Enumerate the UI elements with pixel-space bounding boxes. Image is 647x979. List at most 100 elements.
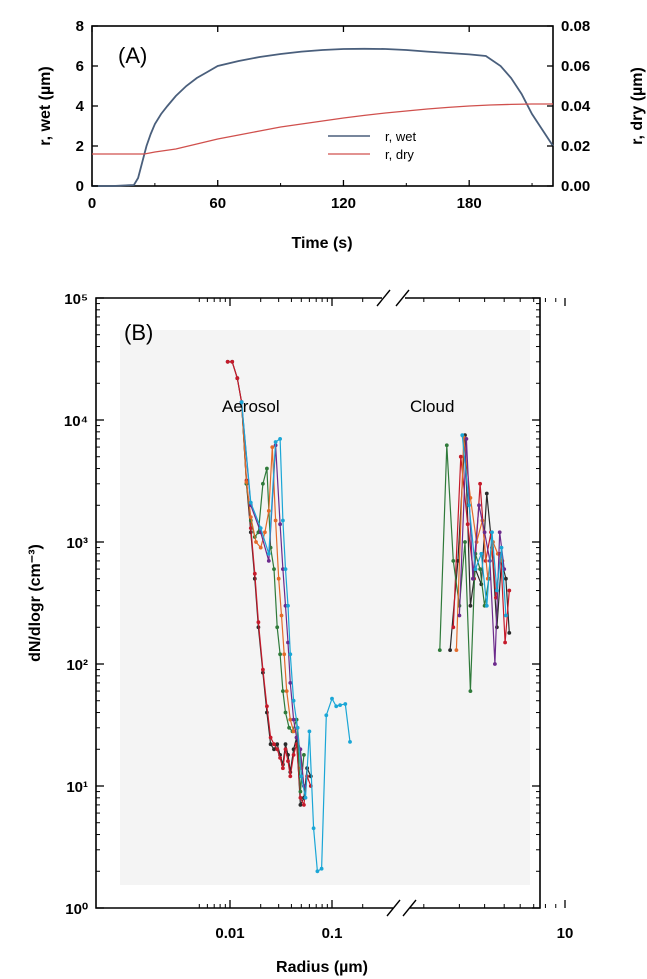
data-point-aerosol: [270, 445, 275, 449]
data-point-cloud: [478, 567, 482, 571]
data-point-aerosol: [299, 774, 304, 779]
chart-a-dry-series: [92, 103, 553, 155]
chart-b-axis-break-marks: [376, 289, 417, 917]
data-point-aerosol: [283, 567, 288, 571]
data-point-cloud: [479, 551, 484, 556]
series-line-cloud: [439, 445, 490, 692]
data-point-aerosol: [311, 826, 316, 831]
data-point-aerosol: [338, 703, 342, 707]
chart-b-ticks: 10⁰ 10¹ 10² 10³ 10⁴ 10⁵ 0.01 0.1 10: [64, 291, 573, 942]
data-point-cloud: [495, 588, 499, 593]
data-point-aerosol: [303, 795, 308, 800]
data-point-cloud: [444, 443, 449, 448]
data-point-cloud: [458, 454, 463, 459]
data-point-cloud: [497, 530, 502, 535]
chart-a-panel-label: (A): [118, 43, 147, 68]
chart-a-y2-tick-label: 0.06: [561, 58, 590, 75]
data-point-cloud: [507, 631, 512, 635]
data-point-cloud: [448, 648, 452, 652]
chart-b-panel-label: (B): [124, 320, 153, 345]
data-point-aerosol: [286, 759, 290, 763]
data-point-aerosol: [272, 742, 276, 747]
data-point-aerosol: [291, 753, 296, 757]
data-point-aerosol: [278, 756, 282, 760]
chart-b-x-tick-label: 10: [557, 925, 574, 942]
data-point-aerosol: [254, 540, 258, 544]
data-point-aerosol: [294, 735, 299, 740]
chart-b-y-tick-label: 10²: [66, 657, 88, 674]
chart-a-y2-tick-label: 0.02: [561, 138, 590, 155]
data-point-aerosol: [284, 689, 289, 693]
chart-b-y-tick-label: 10¹: [66, 779, 88, 796]
data-point-aerosol: [302, 753, 306, 757]
data-point-aerosol: [281, 766, 285, 771]
chart-a-y-tick-label: 6: [76, 58, 84, 75]
data-point-cloud: [503, 640, 507, 645]
data-point-aerosol: [239, 400, 244, 405]
data-point-aerosol: [281, 689, 285, 693]
data-point-aerosol: [248, 500, 253, 505]
data-point-cloud: [473, 567, 478, 571]
data-point-aerosol: [288, 774, 293, 779]
chart-a: 0 60 120 180 0 2 4 6 8 0.00 0.02 0.04 0.06 0.08 (A) T…: [37, 18, 646, 252]
data-point-cloud: [477, 503, 481, 508]
data-point-cloud: [504, 576, 508, 581]
data-point-cloud: [464, 437, 469, 441]
data-point-cloud: [493, 662, 497, 666]
data-point-aerosol: [252, 571, 257, 576]
data-point-aerosol: [302, 803, 306, 807]
legend-label-dry: r, dry: [385, 147, 414, 162]
data-point-aerosol: [266, 559, 271, 563]
data-point-aerosol: [268, 742, 273, 747]
data-point-aerosol: [275, 742, 280, 747]
data-point-cloud: [504, 613, 508, 618]
chart-b-x-tick-label: 0.1: [322, 925, 343, 942]
data-point-cloud: [451, 625, 456, 630]
data-point-cloud: [468, 689, 473, 693]
data-point-cloud: [507, 588, 512, 593]
data-point-cloud: [478, 481, 482, 486]
data-point-aerosol: [288, 652, 293, 657]
chart-b-series: [225, 359, 512, 874]
data-point-cloud: [451, 559, 456, 563]
data-point-aerosol: [275, 625, 280, 630]
chart-a-y-tick-label: 4: [76, 98, 85, 115]
chart-b-y-tick-label: 10⁴: [64, 413, 88, 430]
data-point-cloud: [460, 433, 465, 438]
chart-a-wet-series: [92, 47, 554, 187]
data-point-cloud: [490, 530, 494, 535]
chart-a-legend: r, wet r, dry: [328, 129, 416, 162]
data-point-aerosol: [291, 717, 296, 722]
data-point-aerosol: [258, 545, 263, 550]
data-point-aerosol: [281, 518, 285, 523]
data-point-cloud: [454, 648, 459, 652]
chart-b-frame: [95, 297, 541, 909]
data-point-aerosol: [298, 803, 303, 807]
data-point-aerosol: [286, 603, 290, 608]
data-point-aerosol: [248, 526, 253, 530]
series-line-aerosol: [241, 402, 305, 787]
data-point-cloud: [465, 522, 470, 527]
data-point-aerosol: [261, 481, 265, 486]
data-point-aerosol: [334, 704, 339, 709]
data-point-aerosol: [307, 729, 312, 734]
data-point-aerosol: [225, 359, 230, 364]
data-point-cloud: [457, 613, 462, 618]
chart-a-y2-tick-label: 0.08: [561, 18, 590, 35]
data-point-aerosol: [283, 710, 288, 715]
chart-a-ticks: 0 60 120 180 0 2 4 6 8 0.00 0.02 0.04 0.06 0.08: [76, 18, 591, 212]
data-point-cloud: [467, 503, 471, 508]
data-point-aerosol: [265, 704, 269, 709]
series-line-r-dry: [92, 103, 553, 155]
chart-a-x-tick-label: 120: [331, 195, 356, 212]
data-point-aerosol: [258, 526, 263, 530]
data-point-aerosol: [268, 735, 273, 740]
data-point-aerosol: [278, 522, 282, 527]
chart-a-y-tick-label: 8: [76, 18, 84, 35]
data-point-cloud: [463, 540, 467, 544]
chart-b-y-axis-label: dN/dlogr (cm⁻³): [27, 544, 44, 662]
chart-a-x-tick-label: 60: [209, 195, 226, 212]
data-point-aerosol: [291, 698, 296, 703]
data-point-cloud: [482, 530, 487, 535]
